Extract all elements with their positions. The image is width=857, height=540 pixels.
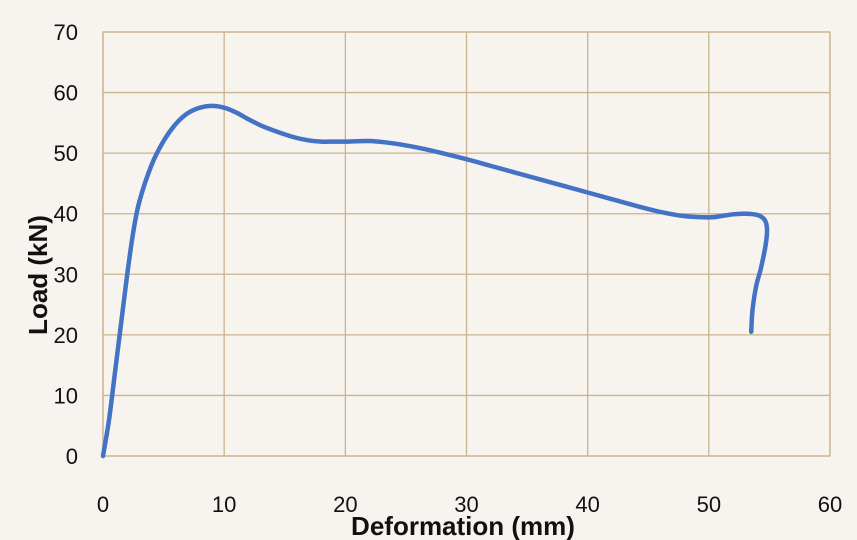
y-tick-label: 20 — [54, 323, 78, 348]
x-tick-label: 50 — [697, 492, 721, 517]
y-axis-title: Load (kN) — [23, 215, 53, 335]
y-tick-label: 60 — [54, 81, 78, 106]
y-tick-label: 0 — [66, 444, 78, 469]
x-axis-ticks: 0 10 20 30 40 50 60 — [97, 492, 842, 517]
series-line — [100, 103, 770, 459]
y-tick-label: 10 — [54, 383, 78, 408]
x-tick-label: 40 — [575, 492, 599, 517]
plot-frame — [102, 31, 831, 457]
y-axis-ticks: 0 10 20 30 40 50 60 70 — [54, 20, 78, 469]
x-tick-label: 30 — [454, 492, 478, 517]
x-tick-label: 0 — [97, 492, 109, 517]
y-tick-label: 40 — [54, 202, 78, 227]
x-axis-title: Deformation (mm) — [351, 511, 575, 540]
x-tick-label: 20 — [333, 492, 357, 517]
series-layer — [100, 103, 770, 459]
grid — [102, 31, 831, 457]
y-tick-label: 30 — [54, 262, 78, 287]
x-tick-label: 60 — [818, 492, 842, 517]
y-tick-label: 70 — [54, 20, 78, 45]
x-tick-label: 10 — [212, 492, 236, 517]
y-tick-label: 50 — [54, 141, 78, 166]
